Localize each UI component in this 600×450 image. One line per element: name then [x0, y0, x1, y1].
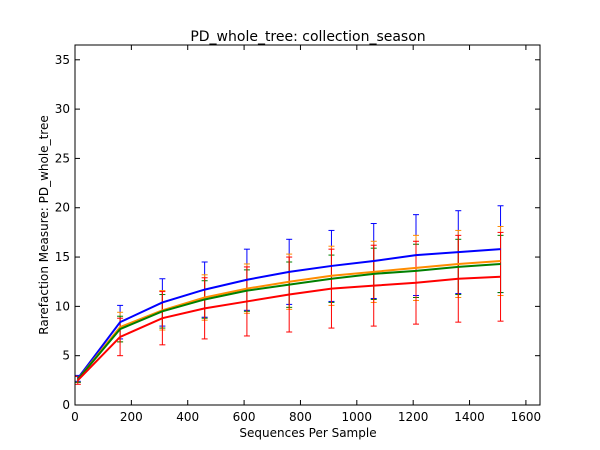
- y-tick-label: 5: [62, 349, 70, 363]
- x-tick-label: 600: [233, 410, 256, 424]
- series-line-0: [77, 248, 501, 379]
- x-axis-label: Sequences Per Sample: [239, 426, 376, 440]
- x-tick-label: 1600: [511, 410, 542, 424]
- x-tick-label: 0: [71, 410, 79, 424]
- y-tick-label: 0: [62, 398, 70, 412]
- y-tick-label: 25: [55, 151, 70, 165]
- y-tick-label: 20: [55, 201, 70, 215]
- y-tick-label: 10: [55, 299, 70, 313]
- y-axis: 0 5 10 15 20 25 30 35: [55, 53, 540, 412]
- x-tick-label: 1200: [398, 410, 429, 424]
- x-tick-label: 1000: [342, 410, 373, 424]
- x-tick-label: 400: [176, 410, 199, 424]
- y-axis-label: Rarefaction Measure: PD_whole_tree: [37, 115, 51, 334]
- y-tick-label: 35: [55, 53, 70, 67]
- y-tick-label: 15: [55, 250, 70, 264]
- series-line-2: [77, 262, 501, 380]
- x-tick-label: 200: [120, 410, 143, 424]
- y-tick-label: 30: [55, 102, 70, 116]
- x-axis: 0 200 400 600 800 1000 1200 1400 1600: [71, 45, 541, 424]
- x-tick-label: 800: [289, 410, 312, 424]
- series-layer: [74, 205, 504, 385]
- x-tick-label: 1400: [454, 410, 485, 424]
- series-line-1: [77, 260, 501, 380]
- series-line-3: [77, 275, 501, 382]
- chart-title: PD_whole_tree: collection_season: [190, 29, 425, 45]
- plot-frame: [74, 44, 541, 406]
